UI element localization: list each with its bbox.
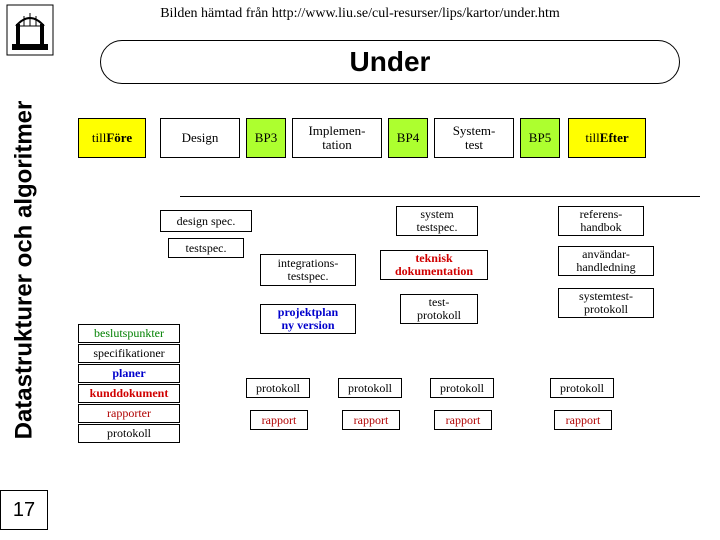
legend-column: beslutspunkterspecifikationerplanerkundd… [78, 324, 180, 444]
doc-box: projektplan ny version [260, 304, 356, 334]
legend-item: rapporter [78, 404, 180, 423]
phase-bp3: BP3 [246, 118, 286, 158]
doc-box: integrations- testspec. [260, 254, 356, 286]
doc-box: rapport [250, 410, 308, 430]
doc-box: protokoll [246, 378, 310, 398]
doc-box: system testspec. [396, 206, 478, 236]
doc-box: testspec. [168, 238, 244, 258]
phase-bp4: BP4 [388, 118, 428, 158]
phase-systest: System- test [434, 118, 514, 158]
doc-box: rapport [342, 410, 400, 430]
doc-box: protokoll [430, 378, 494, 398]
doc-separator [180, 196, 700, 197]
doc-box: protokoll [550, 378, 614, 398]
phase-fore: till Före [78, 118, 146, 158]
liu-logo [0, 0, 60, 60]
slide-title: Under [100, 40, 680, 84]
doc-box: rapport [554, 410, 612, 430]
sidebar: Datastrukturer och algoritmer [0, 60, 48, 480]
doc-box: teknisk dokumentation [380, 250, 488, 280]
legend-item: protokoll [78, 424, 180, 443]
doc-box: design spec. [160, 210, 252, 232]
page-number: 17 [0, 490, 48, 530]
doc-box: referens- handbok [558, 206, 644, 236]
doc-box: test- protokoll [400, 294, 478, 324]
phase-row: till Före DesignBP3Implemen- tationBP4Sys… [60, 118, 720, 166]
top-caption: Bilden hämtad från http://www.liu.se/cul… [0, 0, 720, 28]
doc-box: protokoll [338, 378, 402, 398]
sidebar-label: Datastrukturer och algoritmer [10, 101, 38, 440]
phase-efter: till Efter [568, 118, 646, 158]
doc-box: användar- handledning [558, 246, 654, 276]
phase-design: Design [160, 118, 240, 158]
legend-item: beslutspunkter [78, 324, 180, 343]
slide-content: Under till Före DesignBP3Implemen- tation… [60, 28, 720, 528]
doc-box: rapport [434, 410, 492, 430]
doc-box: systemtest- protokoll [558, 288, 654, 318]
legend-item: kunddokument [78, 384, 180, 403]
phase-bp5: BP5 [520, 118, 560, 158]
phase-impl: Implemen- tation [292, 118, 382, 158]
legend-item: planer [78, 364, 180, 383]
legend-item: specifikationer [78, 344, 180, 363]
left-column: Datastrukturer och algoritmer 17 [0, 0, 60, 540]
